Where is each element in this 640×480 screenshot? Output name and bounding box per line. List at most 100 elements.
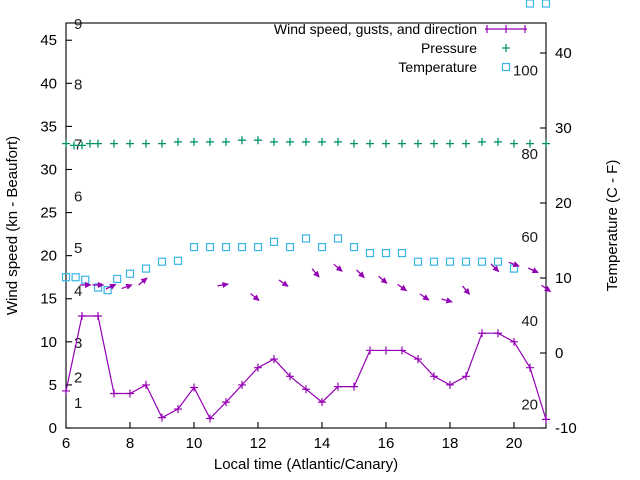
pressure-point <box>222 137 230 146</box>
wind-speed-point <box>270 355 278 364</box>
temperature-point <box>71 273 80 282</box>
y-tick-label: 10 <box>40 334 57 351</box>
wind-direction-arrowhead <box>97 281 105 289</box>
pressure-point <box>382 139 390 148</box>
temperature-point <box>493 257 503 266</box>
pressure-point <box>86 139 94 148</box>
temperature-point <box>381 248 391 258</box>
wind-speed-point <box>350 382 358 391</box>
pressure-point <box>110 139 118 148</box>
wind-speed-point <box>526 363 534 372</box>
x-tick-label: 6 <box>62 435 70 452</box>
pressure-point <box>494 137 502 146</box>
pressure-point <box>238 136 246 145</box>
fahrenheit-label: 80 <box>521 146 538 163</box>
temperature-point <box>113 274 122 284</box>
temperature-point <box>157 257 167 266</box>
wind-direction-arrowhead <box>512 261 520 268</box>
beaufort-label: 4 <box>74 283 82 300</box>
temperature-point <box>103 286 112 295</box>
fahrenheit-label: 100 <box>513 63 538 80</box>
y2-tick-label: 40 <box>555 45 572 62</box>
wind-direction-arrowhead <box>445 297 453 304</box>
x-tick-label: 16 <box>378 435 395 452</box>
y-tick-label: 25 <box>40 205 57 222</box>
y-axis-ticks: 0 5 10 15 20 25 30 35 40 45 <box>40 32 72 437</box>
temperature-point <box>173 256 183 265</box>
pressure-point <box>430 139 438 148</box>
pressure-point <box>158 139 166 148</box>
plot-frame <box>65 22 547 429</box>
pressure-point <box>174 137 182 146</box>
wind-speed-point <box>158 413 166 422</box>
wind-speed-point <box>238 380 246 389</box>
y-tick-label: 0 <box>49 420 57 437</box>
wind-speed-point <box>126 389 134 398</box>
temperature-point <box>541 0 551 8</box>
x-tick-label: 10 <box>186 435 203 452</box>
fahrenheit-label: 60 <box>521 229 538 246</box>
legend-label-2: Pressure <box>421 40 477 56</box>
pressure-point <box>302 137 310 146</box>
wind-speed-point <box>334 382 342 391</box>
wind-direction-arrowhead <box>492 265 500 273</box>
series-wind-speed <box>62 311 550 424</box>
wind-speed-point <box>190 383 198 392</box>
wind-direction-arrowhead <box>335 265 343 272</box>
wind-speed-point <box>110 389 118 398</box>
y2-axis-title: Temperature (C - F) <box>604 160 621 292</box>
y2-tick-label: -10 <box>555 420 577 437</box>
wind-speed-point <box>462 372 470 381</box>
axis-titles: Local time (Atlantic/Canary) Wind speed (… <box>4 136 621 473</box>
y-tick-label: 20 <box>40 248 57 265</box>
plot-border <box>65 22 547 429</box>
wind-direction-arrowhead <box>400 284 408 292</box>
wind-direction-arrowhead <box>313 270 320 278</box>
x-tick-label: 14 <box>314 435 331 452</box>
wind-speed-point <box>414 355 422 364</box>
pressure-point <box>510 139 518 148</box>
temperature-point <box>413 257 423 266</box>
y-axis-title: Wind speed (kn - Beaufort) <box>4 136 21 315</box>
pressure-point <box>462 139 470 148</box>
y-tick-label: 15 <box>40 291 57 308</box>
pressure-point <box>70 141 78 150</box>
temperature-point <box>349 242 359 252</box>
wind-direction-arrowhead <box>140 277 148 285</box>
wind-direction-arrowhead <box>84 281 92 289</box>
x-tick-label: 20 <box>506 435 523 452</box>
fahrenheit-label: 20 <box>521 396 538 413</box>
wind-speed-point <box>494 329 502 338</box>
pressure-point <box>350 139 358 148</box>
wind-direction-arrowhead <box>281 280 289 287</box>
temperature-point <box>445 257 455 266</box>
wind-direction-arrowhead <box>380 277 388 284</box>
wind-speed-point <box>430 372 438 381</box>
wind-speed-point <box>478 329 486 338</box>
wind-direction-arrowhead <box>252 294 260 301</box>
pressure-point <box>318 137 326 146</box>
y-tick-label: 45 <box>40 32 57 49</box>
temperature-point <box>141 264 151 273</box>
y-tick-label: 5 <box>49 377 57 394</box>
wind-speed-point <box>286 372 294 381</box>
fahrenheit-label: 40 <box>521 313 538 330</box>
wind-direction-arrowhead <box>531 267 539 274</box>
temperature-point <box>461 257 471 266</box>
temperature-point <box>365 248 375 258</box>
pressure-point <box>62 139 70 148</box>
pressure-point <box>286 137 294 146</box>
pressure-point <box>270 137 278 146</box>
pressure-point <box>542 139 550 148</box>
wind-direction-arrowhead <box>222 281 229 289</box>
pressure-point <box>446 139 454 148</box>
wind-speed-point <box>78 311 86 320</box>
chart-legend: Wind speed, gusts, and direction Pressure… <box>274 21 527 75</box>
wind-direction-arrowhead <box>544 285 552 292</box>
wind-direction-arrows <box>79 261 552 304</box>
temperature-point <box>285 242 295 252</box>
series-pressure <box>62 136 550 150</box>
